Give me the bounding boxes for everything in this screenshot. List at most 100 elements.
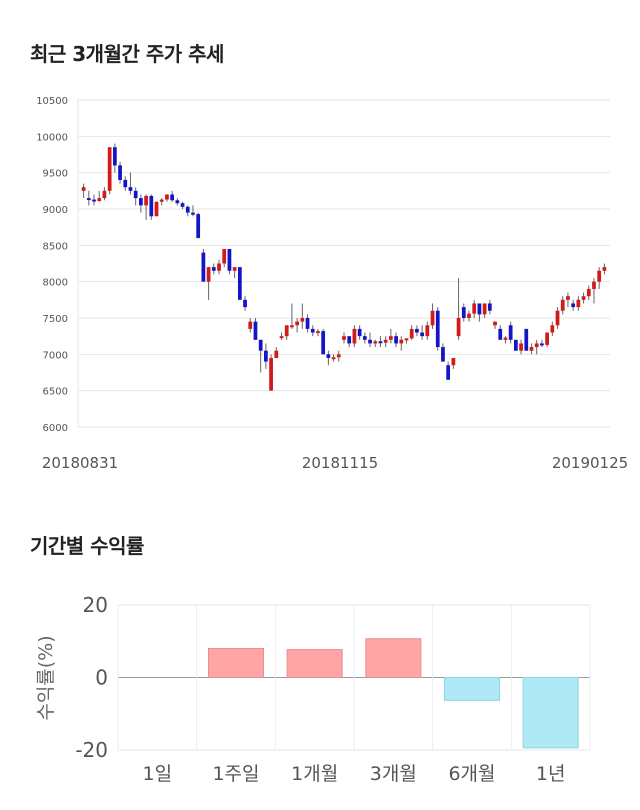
candle-body <box>430 310 435 326</box>
candle-body <box>342 336 346 340</box>
candle-body <box>128 187 133 191</box>
price-y-tick-label: 10000 <box>36 132 68 143</box>
candle-body <box>232 267 237 271</box>
candle-body <box>123 179 128 188</box>
candle-body <box>305 318 310 329</box>
return-category-label: 1개월 <box>291 763 338 785</box>
candle-body <box>133 190 138 199</box>
candle-body <box>336 354 341 358</box>
candle-body <box>576 299 581 308</box>
period-return-title: 기간별 수익률 <box>30 534 144 558</box>
candle-body <box>175 200 180 204</box>
candle-body <box>217 263 221 271</box>
candle-body <box>415 328 419 333</box>
candle-body <box>425 325 430 337</box>
candle-body <box>352 328 357 344</box>
stock-price-chart: 10500 10000 9500 9000 8500 8000 7500 7000 6500 60… <box>36 96 628 472</box>
candle-body <box>165 194 169 200</box>
date-label: 20180831 <box>42 454 118 472</box>
candle-body <box>222 248 227 264</box>
price-grid <box>77 99 610 428</box>
candle-body <box>144 195 148 206</box>
candle-body <box>493 321 497 326</box>
return-bar <box>365 638 422 678</box>
candle-body <box>394 336 398 344</box>
period-return-chart: 20 0 -20 1일 1주일 1개월 3개월 6개월 1년 수익률(%) <box>35 593 591 785</box>
candle-body <box>540 343 544 346</box>
price-y-tick-label: 8000 <box>43 278 68 289</box>
price-y-tick-label: 9000 <box>43 205 68 216</box>
date-label: 20190125 <box>552 454 628 472</box>
candle-body <box>566 296 570 300</box>
candle-body <box>290 325 294 328</box>
candle-body <box>107 147 112 191</box>
candle-body <box>529 347 534 351</box>
candle-body <box>435 310 440 348</box>
candle-body <box>383 339 388 343</box>
candle-body <box>139 198 143 206</box>
candle-body <box>196 214 201 239</box>
return-grid <box>117 604 591 751</box>
return-bar <box>522 677 579 749</box>
candle-body <box>154 201 159 217</box>
candle-body <box>560 299 565 311</box>
candle-body <box>347 336 352 344</box>
price-y-tick-label: 8500 <box>43 241 68 252</box>
candle-body <box>206 267 211 282</box>
candle-body <box>279 336 284 339</box>
candle-body <box>310 328 315 333</box>
candle-body <box>550 325 555 333</box>
return-y-tick-label: 20 <box>83 593 108 617</box>
price-y-ticks: 10500 10000 9500 9000 8500 8000 7500 7000 6500 60… <box>36 96 68 434</box>
candle-body <box>420 332 424 337</box>
candle-body <box>388 336 393 340</box>
candle-body <box>180 203 185 207</box>
price-candles <box>81 143 607 391</box>
candle-body <box>534 343 539 348</box>
return-category-label: 1일 <box>143 763 173 785</box>
candle-body <box>524 328 529 351</box>
candle-body <box>191 212 195 215</box>
stock-trend-title: 최근 3개월간 주가 추세 <box>30 42 224 66</box>
candle-body <box>571 303 576 308</box>
price-y-tick-label: 10500 <box>36 96 68 107</box>
return-category-label: 1주일 <box>212 763 259 785</box>
candle-body <box>602 267 607 271</box>
candle-body <box>86 198 91 201</box>
return-bar <box>286 649 343 679</box>
return-y-axis-label: 수익률(%) <box>35 635 57 720</box>
candle-body <box>378 341 383 344</box>
candle-body <box>482 303 487 315</box>
candle-body <box>243 299 247 308</box>
candle-body <box>409 328 414 339</box>
price-y-tick-label: 6500 <box>43 387 68 398</box>
candle-body <box>97 198 102 202</box>
return-category-label: 3개월 <box>370 763 417 785</box>
candle-body <box>461 307 466 318</box>
candle-body <box>201 252 206 282</box>
candle-body <box>368 339 372 344</box>
candle-body <box>362 336 367 340</box>
return-bars <box>207 638 579 749</box>
price-y-tick-label: 9500 <box>43 169 68 180</box>
candle-body <box>170 194 175 201</box>
candle-body <box>300 318 305 322</box>
return-category-labels: 1일 1주일 1개월 3개월 6개월 1년 <box>143 763 566 785</box>
candle-body <box>451 357 456 366</box>
candle-body <box>477 303 482 315</box>
candle-body <box>373 341 378 344</box>
candle-body <box>248 321 253 329</box>
candle-body <box>92 199 96 202</box>
candle-body <box>237 267 242 300</box>
candle-body <box>441 347 445 362</box>
candle-body <box>149 195 154 217</box>
date-label: 20181115 <box>302 454 378 472</box>
candle-body <box>102 190 107 199</box>
candle-body <box>81 187 86 191</box>
candle-body <box>581 296 586 300</box>
return-y-tick-label: -20 <box>75 738 108 762</box>
price-y-tick-label: 6000 <box>43 423 68 434</box>
candle-body <box>258 339 263 351</box>
candle-body <box>545 332 549 345</box>
candle-body <box>472 303 477 314</box>
